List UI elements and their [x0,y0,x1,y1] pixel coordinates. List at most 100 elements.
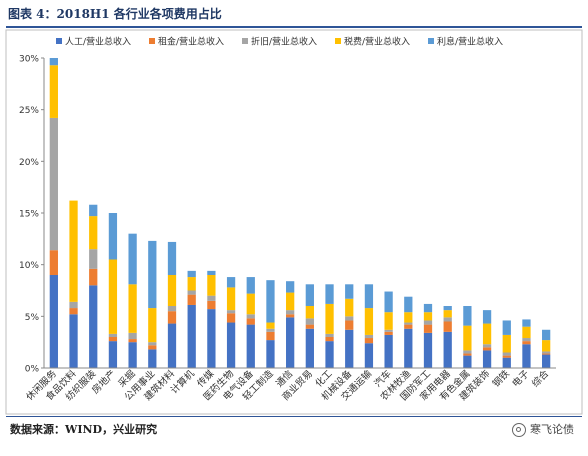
bar-segment-3 [49,65,58,118]
bar-segment-1 [49,250,58,275]
bar-segment-1 [89,268,98,286]
bar-segment-0 [187,304,196,368]
bar-segment-4 [246,277,255,294]
title-rule [6,26,582,28]
chart-legend: 人工/营业总收入 租金/营业总收入 折旧/营业总收入 税费/营业总收入 利息/营业总收入 [56,36,503,48]
bar-segment-3 [463,325,472,351]
source-note: 数据来源：WIND，兴业研究 [10,423,158,436]
bar-segment-3 [364,308,374,335]
bar-segment-0 [482,350,492,368]
figure-title: 图表 4：2018H1 各行业各项费用占比 [8,7,222,21]
bar-segment-1 [364,338,374,344]
bar-segment-0 [69,314,78,368]
bar-segment-0 [404,328,413,368]
bar-segment-3 [266,322,275,329]
bar-segment-3 [305,306,314,319]
bar-segment-0 [89,285,98,368]
bar-segment-0 [167,323,177,368]
legend-swatch-2 [242,38,248,44]
bar-segment-4 [404,296,413,313]
bar-segment-3 [443,310,452,318]
legend-label-2: 折旧/营业总收入 [251,36,317,48]
bar-segment-0 [522,344,531,368]
bar-segment-4 [148,240,157,309]
bar-segment-3 [522,326,531,339]
legend-swatch-4 [428,38,434,44]
y-axis: 0% 5% 10% 15% 20% 25% 30% [19,55,45,375]
bar-segment-2 [167,306,177,312]
y-tick-label: 15% [19,210,39,220]
bar-segment-4 [266,280,275,323]
bar-segment-3 [246,293,255,315]
bar-segment-2 [384,329,393,332]
bar-segment-3 [404,312,413,323]
bar-segment-1 [108,337,118,342]
bar-segment-1 [325,337,334,342]
bar-segment-4 [364,284,374,309]
bar-segment-2 [463,350,472,354]
bar-segment-3 [542,340,551,352]
bar-segment-4 [384,291,393,313]
bar-segment-4 [443,306,452,311]
wechat-logo-icon [512,423,526,437]
bar-segment-3 [207,275,216,296]
bar-segment-2 [128,332,137,340]
bar-segment-2 [226,310,236,314]
legend-swatch-0 [56,38,62,44]
bar-segment-3 [89,216,98,250]
bar-segment-0 [542,354,551,368]
bar-segment-3 [423,312,433,321]
bar-segment-1 [404,324,413,329]
legend-label-1: 租金/营业总收入 [158,36,224,48]
bar-segment-1 [384,331,393,335]
bar-segment-0 [423,332,433,368]
bar-segment-1 [148,345,157,350]
bar-segment-2 [108,333,118,337]
bar-segment-4 [463,306,472,326]
bar-segment-0 [364,343,374,368]
watermark-text: 寒飞论债 [530,423,574,436]
bar-segment-0 [325,341,334,368]
y-tick-label: 20% [19,158,39,168]
bar-segment-2 [187,290,196,295]
bar-segment-3 [226,287,236,311]
bar-segment-2 [502,352,511,356]
bar-segment-2 [266,328,275,332]
bar-segment-4 [325,284,334,304]
bar-segment-2 [49,117,58,251]
bar-segment-3 [69,200,78,302]
bar-segment-2 [542,351,551,354]
bar-segment-1 [167,311,177,324]
bar-segment-1 [463,353,472,356]
bar-segment-0 [246,324,255,368]
legend-label-4: 利息/营业总收入 [437,36,503,48]
bar-segment-2 [148,342,157,346]
bar-segment-0 [345,329,354,368]
bar-segment-2 [423,320,433,325]
bar-segment-2 [89,249,98,269]
bar-segment-4 [423,303,433,313]
bar-segment-1 [443,321,452,332]
bar-segment-4 [226,277,236,288]
bar-segment-0 [226,322,236,368]
bar-segment-4 [49,58,58,66]
bar-segment-0 [305,328,314,368]
y-tick-label: 10% [19,261,39,271]
source-rule [6,416,582,417]
bar-segment-1 [187,294,196,305]
bar-segment-1 [542,353,551,355]
bar-segment-1 [482,347,492,351]
bar-segment-1 [226,313,236,323]
bar-segment-3 [482,323,492,345]
bar-segment-4 [502,320,511,335]
bar-segment-4 [187,270,196,278]
bar-segment-3 [128,284,137,333]
bar-segment-3 [286,292,295,311]
legend-swatch-3 [335,38,341,44]
bar-segment-1 [266,331,275,341]
bar-segment-2 [443,317,452,322]
bar-segment-3 [502,334,511,353]
bar-segment-4 [128,233,137,285]
y-tick-label: 25% [19,106,39,116]
bar-segment-3 [108,259,118,334]
